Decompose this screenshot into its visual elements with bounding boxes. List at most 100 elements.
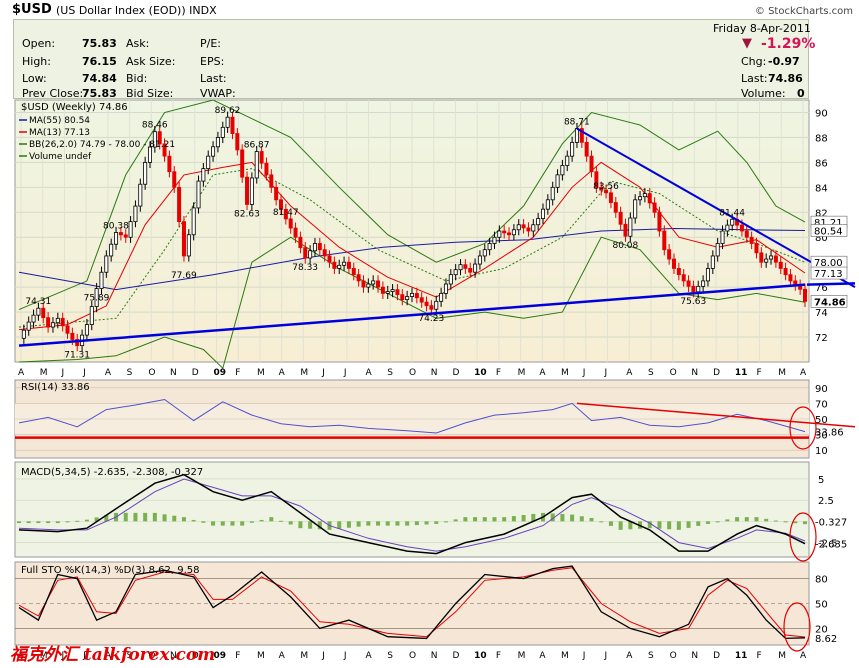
- candle-body: [147, 146, 152, 163]
- x-axis-label: M: [300, 368, 308, 378]
- chart-title-bar: $USD (US Dollar Index (EOD)) INDX © Stoc…: [0, 0, 859, 20]
- macd-histogram-bar: [521, 515, 526, 522]
- candle-body: [225, 116, 230, 128]
- candle-body: [128, 221, 133, 238]
- price-tick-label: 88: [815, 133, 828, 144]
- pe-label: P/E:: [200, 37, 221, 50]
- sto-x-axis-label: M: [561, 651, 569, 661]
- macd-tick-label: -2.5: [818, 539, 838, 550]
- macd-histogram-bar: [453, 519, 458, 522]
- candle-body: [123, 234, 128, 238]
- candle-body: [769, 255, 774, 260]
- candle-body: [84, 324, 89, 336]
- price-right-tag-label: 77.13: [814, 269, 843, 280]
- macd-histogram-bar: [84, 519, 89, 522]
- candle-body: [298, 236, 303, 249]
- candle-body: [351, 268, 356, 276]
- candle-body: [55, 317, 60, 324]
- rsi-line: [18, 398, 806, 434]
- macd-histogram-bar: [337, 521, 342, 529]
- price-annotation: 78.33: [292, 263, 318, 273]
- sto-x-axis-label: A: [105, 651, 112, 661]
- macd-tick-label: 5: [818, 475, 824, 486]
- chg-label: Chg:: [741, 55, 767, 68]
- sto-x-axis-label: M: [778, 651, 786, 661]
- sto-x-axis-label: J: [582, 651, 586, 661]
- sto-x-axis-label: 10: [474, 651, 487, 661]
- macd-histogram-bar: [17, 521, 21, 524]
- sto-k-line: [18, 565, 806, 640]
- last-value: 74.86: [768, 72, 803, 85]
- sto-tick-label: 20: [815, 624, 828, 635]
- x-axis-label: J: [604, 368, 608, 378]
- candle-body: [550, 186, 555, 201]
- price-annotation: 74.23: [418, 314, 444, 324]
- x-axis-label: F: [235, 368, 240, 378]
- sto-x-axis-label: M: [257, 651, 265, 661]
- candle-body: [720, 230, 725, 244]
- price-right-tag-label: 81.21: [814, 218, 843, 229]
- candle-body: [317, 243, 322, 251]
- resistance-trendline: [576, 127, 856, 289]
- sto-tick-label: 50: [815, 600, 828, 611]
- rsi-tick-label: 30: [815, 431, 828, 442]
- price-tick-label: 84: [815, 183, 828, 194]
- candle-body: [570, 141, 575, 157]
- candle-body: [705, 268, 710, 282]
- price-right-tag-label: 78.00: [814, 258, 843, 269]
- candle-body: [293, 227, 298, 238]
- macd-histogram-bar: [579, 516, 584, 522]
- candle-body: [647, 193, 652, 204]
- macd-histogram-bar: [696, 521, 701, 526]
- sto-x-axis-label: S: [387, 651, 393, 661]
- sto-x-axis-label: M: [300, 651, 308, 661]
- price-right-tag-label: 74.86: [814, 297, 846, 308]
- macd-histogram-bar: [36, 521, 41, 524]
- last-label-mid: Last:: [200, 72, 227, 85]
- macd-histogram-bar: [201, 521, 206, 523]
- candle-body: [526, 227, 531, 232]
- price-annotation: 81.44: [719, 208, 745, 218]
- macd-histogram-bar: [773, 520, 778, 522]
- candle-body: [604, 189, 609, 194]
- x-axis-label: A: [279, 368, 286, 378]
- macd-histogram-bar: [667, 521, 672, 530]
- candle-body: [366, 283, 371, 288]
- price-tick-label: 76: [815, 283, 828, 294]
- macd-histogram-bar: [162, 514, 167, 522]
- macd-histogram-bar: [414, 521, 419, 526]
- candle-body: [788, 274, 793, 282]
- candle-body: [385, 291, 390, 294]
- candle-body: [468, 268, 473, 273]
- x-axis-label: J: [582, 368, 586, 378]
- x-axis-label: A: [366, 368, 373, 378]
- candle-body: [211, 146, 216, 157]
- sto-x-axis-label: O: [148, 651, 155, 661]
- symbol-label: $USD: [12, 2, 52, 17]
- chg-value: -0.97: [768, 55, 800, 68]
- macd-histogram-bar: [133, 512, 138, 522]
- candle-body: [380, 286, 385, 294]
- candle-body: [584, 141, 589, 157]
- macd-histogram-bar: [249, 521, 254, 523]
- x-axis-label: D: [713, 368, 720, 378]
- macd-histogram-bar: [657, 521, 662, 529]
- candle-body: [642, 193, 647, 198]
- candle-body: [536, 218, 541, 226]
- macd-title: MACD(5,34,5) -2.635, -2.308, -0.327: [21, 467, 203, 478]
- macd-histogram-bar: [676, 521, 681, 530]
- macd-histogram-bar: [240, 521, 245, 526]
- candle-body: [541, 208, 546, 219]
- macd-last-value: -2.635: [815, 540, 847, 551]
- x-axis-label: 11: [735, 368, 748, 378]
- macd-histogram-bar: [405, 521, 410, 526]
- price-annotation: 83.56: [593, 182, 619, 192]
- candle-body: [196, 180, 201, 209]
- macd-histogram-bar: [346, 521, 351, 528]
- candle-body: [400, 294, 405, 301]
- candle-body: [376, 280, 381, 288]
- x-axis-label: A: [626, 368, 633, 378]
- bb-upper-line: [18, 99, 806, 311]
- macd-histogram-bar: [356, 521, 361, 527]
- sto-x-axis-label: J: [82, 651, 86, 661]
